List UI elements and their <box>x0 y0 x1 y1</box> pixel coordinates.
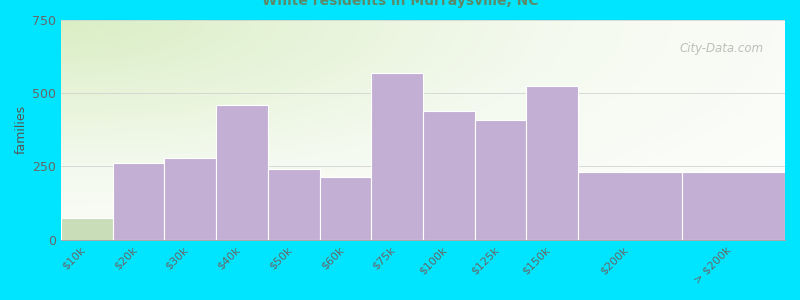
Bar <box>578 172 682 240</box>
Bar <box>526 86 578 240</box>
Text: City-Data.com: City-Data.com <box>679 42 763 55</box>
Bar <box>113 164 165 240</box>
Bar <box>319 177 371 240</box>
Bar <box>423 111 474 240</box>
Bar <box>165 158 216 240</box>
Bar <box>682 172 785 240</box>
Bar <box>216 105 268 240</box>
Bar <box>268 169 319 240</box>
Text: White residents in Murraysville, NC: White residents in Murraysville, NC <box>262 0 538 8</box>
Y-axis label: families: families <box>15 105 28 154</box>
Bar <box>371 73 423 240</box>
Bar <box>474 119 526 240</box>
Bar <box>61 218 113 240</box>
